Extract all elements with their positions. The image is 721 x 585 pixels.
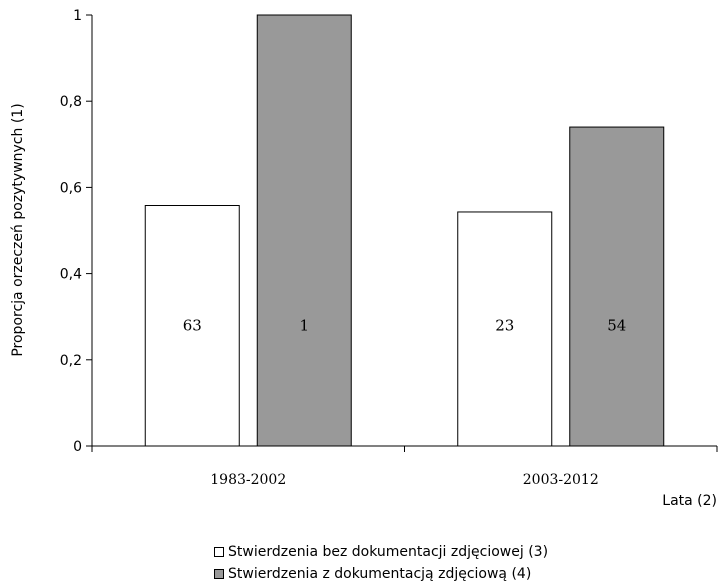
- bar: [569, 126, 665, 447]
- y-axis-title: Proporcja orzeczeń pozytywnych (1): [10, 103, 26, 356]
- legend: Stwierdzenia bez dokumentacji zdjęciowej…: [214, 541, 674, 585]
- x-axis-title: Lata (2): [662, 493, 717, 509]
- y-tick-label: 0,6: [60, 180, 82, 196]
- axes: 1983-2002 2003-2012: [91, 15, 718, 488]
- bar-data-label: 63: [183, 316, 202, 334]
- legend-item: Stwierdzenia bez dokumentacji zdjęciowej…: [214, 541, 674, 563]
- legend-swatch: [214, 547, 224, 557]
- x-category-label: 2003-2012: [523, 472, 599, 488]
- x-category-label: 1983-2002: [210, 472, 286, 488]
- y-tick-label: 1: [73, 8, 82, 24]
- bar: [457, 211, 553, 447]
- bar-data-label: 23: [495, 316, 514, 334]
- legend-swatch: [214, 569, 224, 579]
- bar-data-label: 54: [607, 316, 626, 334]
- bars: 63 1 23 54: [144, 14, 665, 447]
- y-tick-label: 0,8: [60, 94, 82, 110]
- bar: [256, 14, 352, 447]
- y-tick-label: 0,4: [60, 267, 82, 283]
- legend-label: Stwierdzenia bez dokumentacji zdjęciowej…: [228, 544, 549, 560]
- legend-item: Stwierdzenia z dokumentacją zdjęciową (4…: [214, 563, 674, 585]
- y-tick-label: 0,2: [60, 353, 82, 369]
- y-tick-label: 0: [73, 439, 82, 455]
- legend-label: Stwierdzenia z dokumentacją zdjęciową (4…: [228, 566, 532, 582]
- y-axis-ticks: 0 0,2 0,4 0,6 0,8 1: [60, 8, 92, 455]
- bar-data-label: 1: [299, 316, 309, 334]
